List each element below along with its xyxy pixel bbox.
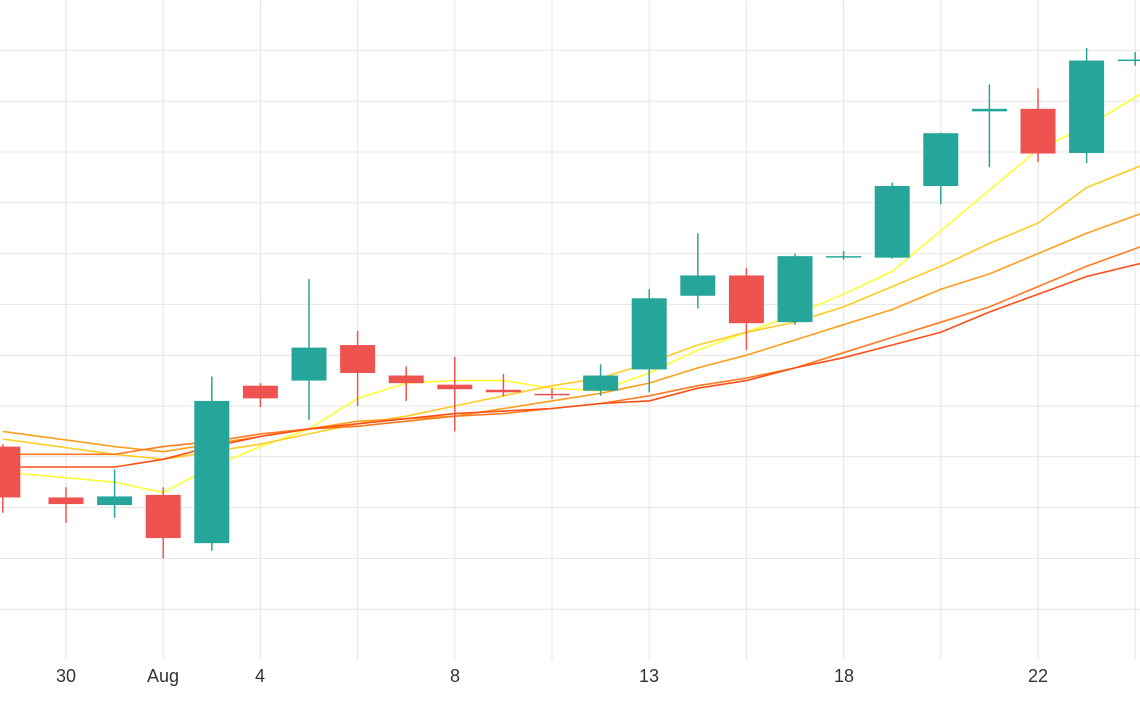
candle-down xyxy=(0,444,21,513)
vertical-gridlines xyxy=(65,0,1136,660)
candle-body xyxy=(923,133,959,187)
candle-body xyxy=(485,389,521,393)
candle-up xyxy=(874,182,910,259)
candle-up xyxy=(97,469,133,518)
moving-average-lines xyxy=(2,93,1140,494)
candle-down xyxy=(48,487,84,523)
candle-body xyxy=(777,256,813,323)
candle-up xyxy=(923,132,959,205)
candle-down xyxy=(534,388,570,399)
candle-down xyxy=(242,383,278,408)
candle-body xyxy=(680,275,716,296)
candle-body xyxy=(971,108,1007,112)
candle-body xyxy=(194,400,230,544)
candle-body xyxy=(874,186,910,258)
x-tick-label: 22 xyxy=(1028,666,1048,686)
moving-average-line xyxy=(2,213,1140,453)
candle-up xyxy=(631,289,667,393)
candle-down xyxy=(1020,88,1056,163)
candle-up xyxy=(971,84,1007,168)
candle-down xyxy=(437,356,473,432)
candle-body xyxy=(242,385,278,399)
candle-body xyxy=(291,347,327,381)
candle-body xyxy=(437,384,473,390)
candle-body xyxy=(1020,108,1056,154)
candle-body xyxy=(145,494,181,539)
candle-body xyxy=(826,256,862,258)
moving-average-line xyxy=(2,93,1140,494)
candle-body xyxy=(340,345,376,373)
candle-up xyxy=(1069,47,1105,164)
candle-body xyxy=(534,393,570,396)
candle-body xyxy=(728,275,764,324)
moving-average-line xyxy=(2,262,1140,468)
candle-down xyxy=(388,366,424,401)
candle-down xyxy=(145,487,181,559)
candle-up xyxy=(777,253,813,325)
x-tick-label: 13 xyxy=(639,666,659,686)
candle-body xyxy=(388,375,424,384)
candle-body xyxy=(1069,60,1105,154)
x-axis: 30 Aug 4 8 13 18 22 xyxy=(56,666,1048,686)
x-tick-label: 18 xyxy=(834,666,854,686)
candle-body xyxy=(97,496,133,506)
candle-down xyxy=(485,373,521,396)
candles xyxy=(0,47,1140,559)
x-tick-label: 8 xyxy=(450,666,460,686)
candle-down xyxy=(728,267,764,351)
candle-up xyxy=(291,279,327,420)
x-tick-label: Aug xyxy=(147,666,179,686)
candle-up xyxy=(826,251,862,260)
candle-up xyxy=(1117,51,1140,66)
candle-body xyxy=(631,298,667,370)
candle-body xyxy=(583,375,619,391)
candle-body xyxy=(1117,59,1140,62)
candle-body xyxy=(0,446,21,498)
candle-up xyxy=(194,376,230,551)
moving-average-line xyxy=(2,246,1140,456)
candle-body xyxy=(48,497,84,505)
candle-down xyxy=(340,330,376,406)
x-tick-label: 4 xyxy=(255,666,265,686)
candle-up xyxy=(583,364,619,396)
x-tick-label: 30 xyxy=(56,666,76,686)
candle-up xyxy=(680,233,716,309)
